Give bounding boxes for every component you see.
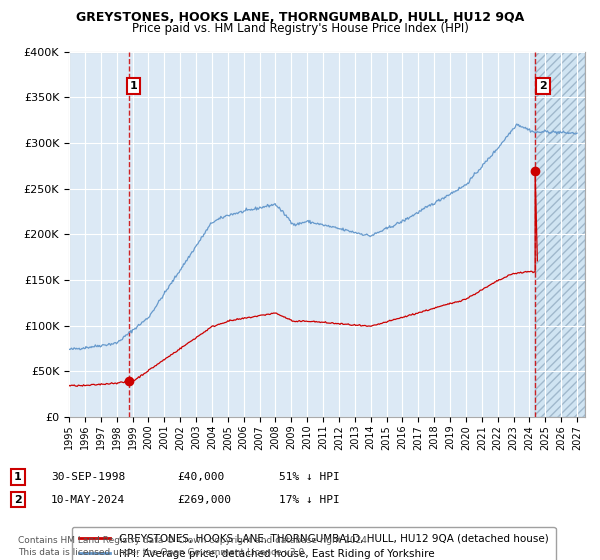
Bar: [535, 52, 585, 417]
Text: £269,000: £269,000: [177, 494, 231, 505]
Text: Contains HM Land Registry data © Crown copyright and database right 2024.
This d: Contains HM Land Registry data © Crown c…: [18, 536, 370, 557]
Text: 2: 2: [539, 81, 547, 91]
Text: 30-SEP-1998: 30-SEP-1998: [51, 472, 125, 482]
Bar: [535, 52, 585, 417]
Legend: GREYSTONES, HOOKS LANE, THORNGUMBALD, HULL, HU12 9QA (detached house), HPI: Aver: GREYSTONES, HOOKS LANE, THORNGUMBALD, HU…: [71, 526, 556, 560]
Text: 51% ↓ HPI: 51% ↓ HPI: [279, 472, 340, 482]
Text: 2: 2: [14, 494, 22, 505]
Text: 1: 1: [130, 81, 137, 91]
Text: 17% ↓ HPI: 17% ↓ HPI: [279, 494, 340, 505]
Text: 1: 1: [14, 472, 22, 482]
Text: GREYSTONES, HOOKS LANE, THORNGUMBALD, HULL, HU12 9QA: GREYSTONES, HOOKS LANE, THORNGUMBALD, HU…: [76, 11, 524, 24]
Text: Price paid vs. HM Land Registry's House Price Index (HPI): Price paid vs. HM Land Registry's House …: [131, 22, 469, 35]
Text: £40,000: £40,000: [177, 472, 224, 482]
Text: 10-MAY-2024: 10-MAY-2024: [51, 494, 125, 505]
